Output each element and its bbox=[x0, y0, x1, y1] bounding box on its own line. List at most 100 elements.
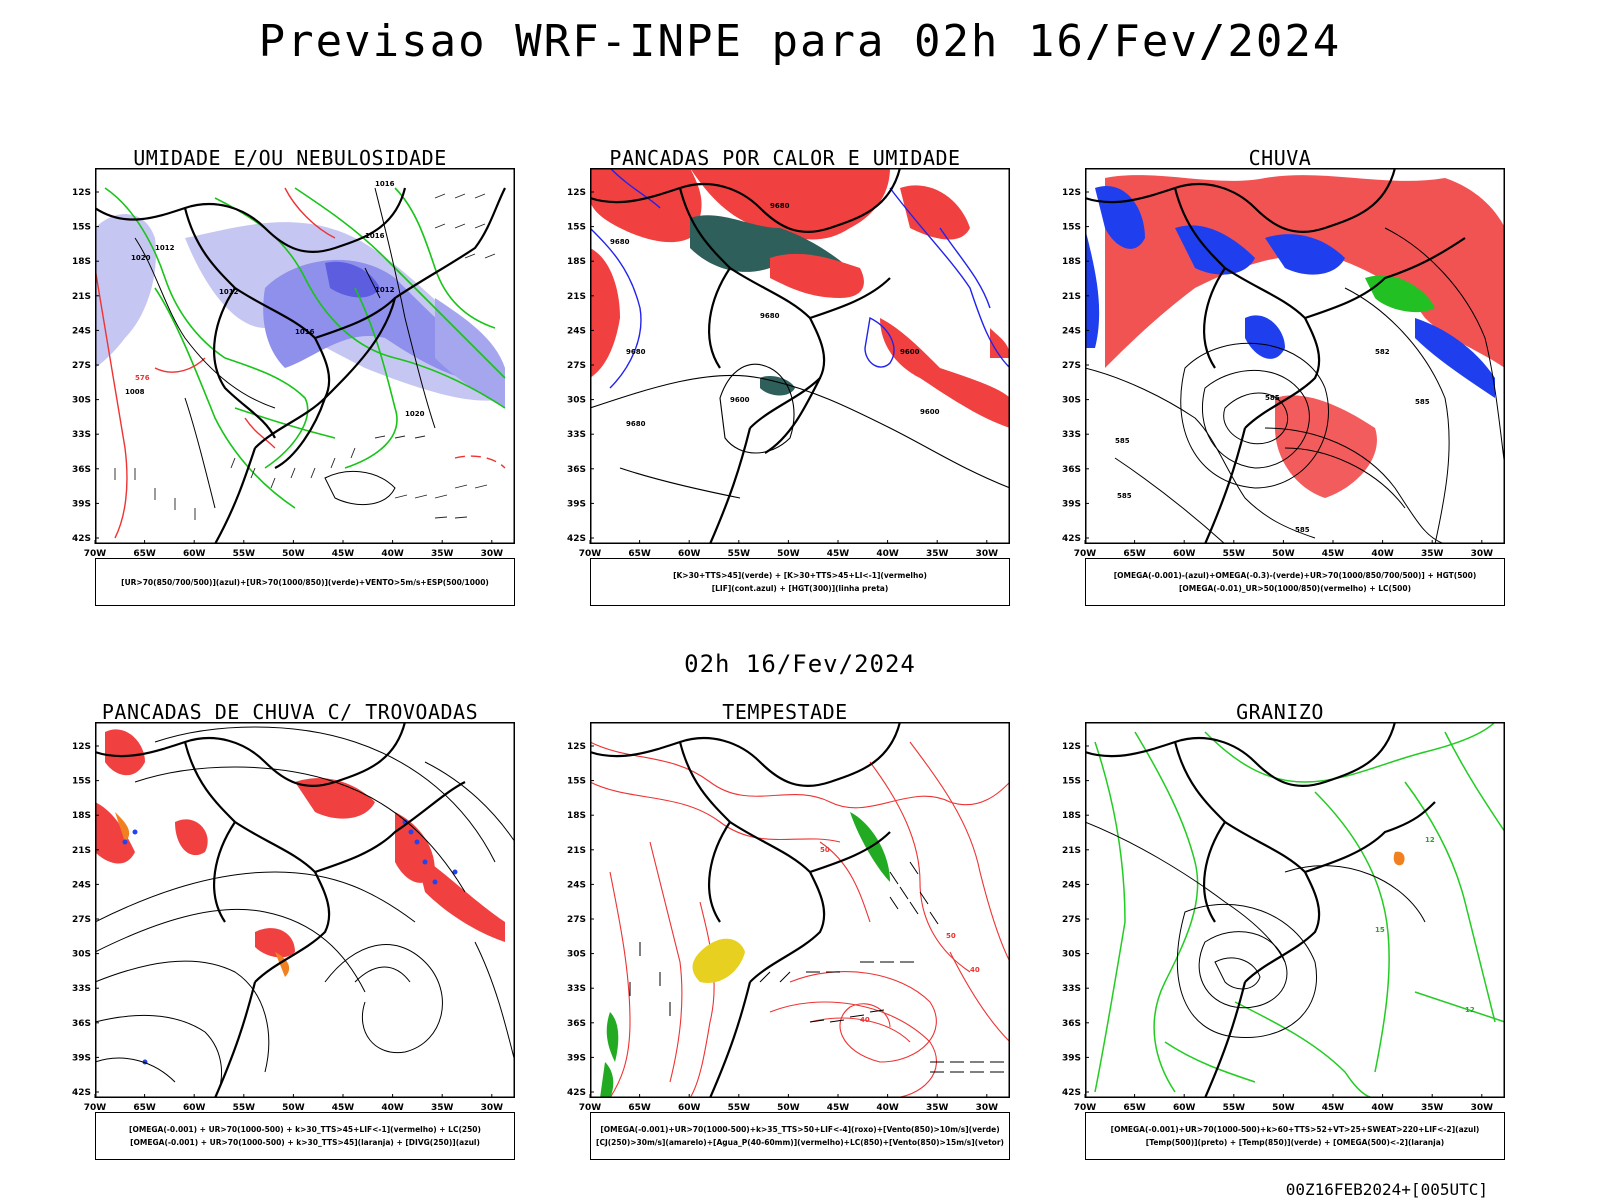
lat-tick-label: 39S bbox=[72, 499, 91, 509]
contour-label: 15 bbox=[1375, 926, 1385, 934]
country-borders bbox=[95, 722, 466, 1098]
contour-labels: 1016 1012 1020 1008 576 1012 1016 1020 1… bbox=[125, 180, 425, 418]
divergence-dots bbox=[122, 819, 458, 1065]
map-border bbox=[95, 168, 515, 544]
contour-label: 585 bbox=[1117, 492, 1132, 500]
legend-line: [OMEGA(-0.001)+UR>70(1000-500)+k>35_TTS>… bbox=[600, 1125, 1000, 1134]
lat-tick-label: 36S bbox=[1062, 1019, 1081, 1029]
map-umidade: 1016 1012 1020 1008 576 1012 1016 1020 1… bbox=[72, 168, 515, 559]
contour-label: 1012 bbox=[219, 288, 239, 296]
contour-label: 9680 bbox=[610, 238, 630, 246]
contour-label: 40 bbox=[860, 1016, 870, 1024]
green-contours bbox=[104, 187, 506, 509]
lat-tick-label: 24S bbox=[72, 880, 91, 890]
panel-pancadas-calor: PANCADAS POR CALOR E UMIDADE bbox=[550, 146, 1020, 630]
panel-tempestade: TEMPESTADE bbox=[550, 700, 1020, 1184]
lat-tick-label: 15S bbox=[72, 223, 91, 233]
lat-tick-label: 42S bbox=[1062, 1088, 1081, 1098]
lat-tick-label: 18S bbox=[567, 257, 586, 267]
contour-labels: 50 40 50 40 bbox=[820, 846, 980, 1024]
lat-tick-label: 30S bbox=[567, 950, 586, 960]
forecast-time: 02h 16/Fev/2024 bbox=[684, 650, 916, 678]
map-border bbox=[590, 722, 1010, 1098]
hgt-contours bbox=[590, 363, 1010, 499]
panel-title: PANCADAS POR CALOR E UMIDADE bbox=[609, 146, 961, 170]
country-borders bbox=[1085, 168, 1466, 544]
map-frame: 50 40 50 40 bbox=[590, 722, 1010, 1098]
contour-label: 9680 bbox=[760, 312, 780, 320]
contour-label: 1012 bbox=[375, 286, 395, 294]
lat-tick-label: 42S bbox=[1062, 534, 1081, 544]
country-borders bbox=[590, 168, 902, 544]
contour-label: 9600 bbox=[900, 348, 920, 356]
red-contours bbox=[95, 187, 506, 539]
lat-tick-label: 24S bbox=[1062, 880, 1081, 890]
lat-tick-label: 12S bbox=[1062, 742, 1081, 752]
contour-label: 40 bbox=[970, 966, 980, 974]
map-tempestade: 50 40 50 40 12S 15S 18S 21S 24S 27S 30S 33S 36S 3… bbox=[567, 722, 1010, 1113]
lat-tick-label: 15S bbox=[567, 777, 586, 787]
lat-tick-label: 27S bbox=[72, 361, 91, 371]
lat-tick-label: 24S bbox=[72, 326, 91, 336]
lat-tick-label: 15S bbox=[72, 777, 91, 787]
legend-line: [OMEGA(-0.001)+UR>70(1000-500)+k>60+TTS>… bbox=[1110, 1125, 1480, 1134]
contour-label: 9600 bbox=[730, 396, 750, 404]
contour-label: 576 bbox=[135, 374, 150, 382]
legend-box: [OMEGA(-0.001) + UR>70(1000-500) + k>30_… bbox=[95, 1112, 515, 1160]
map-frame: 9680 9680 9680 9600 9680 9600 9680 9600 bbox=[590, 168, 1010, 544]
lat-tick-label: 39S bbox=[567, 499, 586, 509]
streamlines bbox=[95, 726, 515, 1098]
legend-line: [UR>70(850/700/500)](azul)+[UR>70(1000/8… bbox=[121, 577, 489, 587]
contour-labels: 585 585 585 585 582 585 bbox=[1115, 348, 1430, 534]
map-granizo: 15 12 12 12S 15S 18S 21S 24S 27S 30S 33S 36S 39S 4… bbox=[1062, 722, 1505, 1113]
contour-label: 1020 bbox=[405, 410, 425, 418]
country-borders bbox=[95, 187, 506, 544]
lat-tick-label: 30S bbox=[72, 396, 91, 406]
legend-box: [OMEGA(-0.001)-(azul)+OMEGA(-0.3)-(verde… bbox=[1085, 558, 1505, 606]
contour-label: 1016 bbox=[295, 328, 315, 336]
lat-tick-label: 36S bbox=[72, 465, 91, 475]
lat-tick-label: 18S bbox=[1062, 811, 1081, 821]
contour-label: 1012 bbox=[155, 244, 175, 252]
map-chuva: 585 585 585 585 582 585 12S 15S 18S 21S 24S 2… bbox=[1062, 168, 1505, 559]
contour-labels: 9680 9680 9680 9600 9680 9600 9680 9600 bbox=[610, 202, 940, 428]
map-frame: 15 12 12 bbox=[1085, 722, 1505, 1098]
panel-title: PANCADAS DE CHUVA C/ TROVOADAS bbox=[101, 700, 479, 724]
lat-tick-label: 36S bbox=[1062, 465, 1081, 475]
lat-tick-label: 21S bbox=[1062, 846, 1081, 856]
map-trovoadas: 12S 15S 18S 21S 24S 27S 30S 33S 36S 39S 42S 70W 65W 6… bbox=[72, 722, 515, 1113]
lat-tick-label: 27S bbox=[1062, 915, 1081, 925]
lat-tick-label: 12S bbox=[72, 188, 91, 198]
contour-label: 1016 bbox=[375, 180, 395, 188]
lat-tick-label: 12S bbox=[72, 742, 91, 752]
map-border bbox=[95, 722, 515, 1098]
wind-vectors bbox=[629, 861, 1004, 1073]
lat-tick-label: 33S bbox=[567, 430, 586, 440]
legend-line: [LIF](cont.azul) + [HGT(300)](linha pret… bbox=[711, 584, 889, 593]
contour-label: 1008 bbox=[125, 388, 145, 396]
panel-trovoadas: PANCADAS DE CHUVA C/ TROVOADAS bbox=[55, 700, 525, 1184]
contour-label: 585 bbox=[1265, 394, 1280, 402]
lat-tick-label: 30S bbox=[1062, 396, 1081, 406]
lat-tick-label: 33S bbox=[72, 430, 91, 440]
lat-tick-label: 18S bbox=[1062, 257, 1081, 267]
contour-label: 1020 bbox=[131, 254, 151, 262]
map-border bbox=[590, 168, 1010, 544]
lat-tick-label: 15S bbox=[1062, 223, 1081, 233]
lat-tick-label: 27S bbox=[72, 915, 91, 925]
contour-label: 9600 bbox=[920, 408, 940, 416]
rain-fill bbox=[1085, 175, 1505, 498]
lat-tick-label: 42S bbox=[72, 1088, 91, 1098]
lat-tick-label: 18S bbox=[567, 811, 586, 821]
lat-tick-label: 30S bbox=[567, 396, 586, 406]
lat-tick-label: 21S bbox=[72, 846, 91, 856]
contour-label: 585 bbox=[1115, 437, 1130, 445]
legend-line: [Temp(500)](preto) + [Temp(850)](verde) … bbox=[1145, 1138, 1445, 1147]
lat-tick-label: 33S bbox=[567, 984, 586, 994]
lat-tick-label: 33S bbox=[72, 984, 91, 994]
lat-tick-label: 21S bbox=[567, 846, 586, 856]
lat-tick-label: 18S bbox=[72, 811, 91, 821]
map-border bbox=[1085, 722, 1505, 1098]
lat-tick-label: 39S bbox=[72, 1053, 91, 1063]
lat-tick-label: 27S bbox=[567, 361, 586, 371]
